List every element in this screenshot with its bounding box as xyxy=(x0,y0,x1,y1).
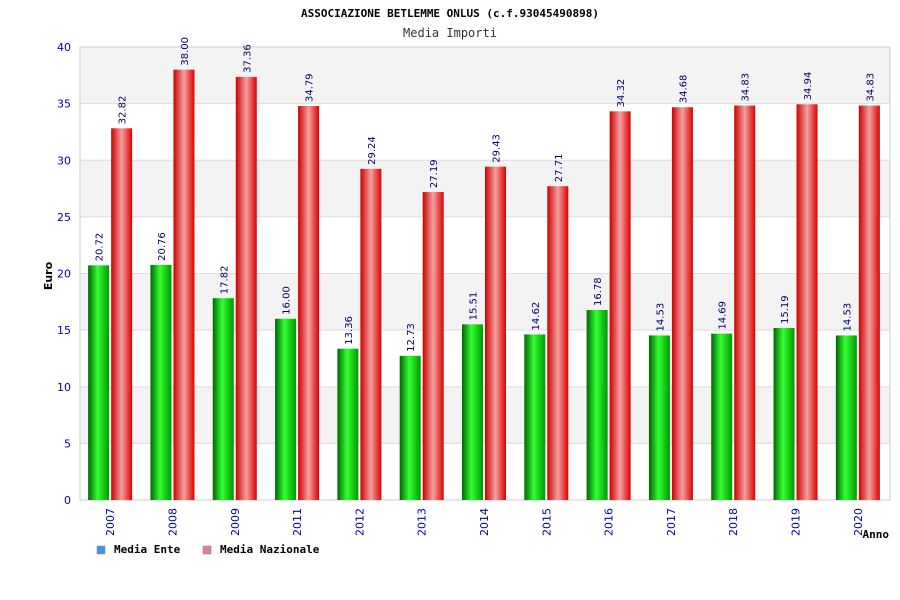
data-label: 14.53 xyxy=(655,303,666,332)
bar-media-ente xyxy=(835,335,857,500)
bar-media-nazionale xyxy=(235,76,257,500)
y-tick-label: 35 xyxy=(57,98,71,111)
data-label: 15.51 xyxy=(469,292,480,321)
data-label: 20.72 xyxy=(95,233,106,262)
data-label: 20.76 xyxy=(157,232,168,261)
data-label: 37.36 xyxy=(242,44,253,73)
data-label: 15.19 xyxy=(780,295,791,324)
y-tick-label: 15 xyxy=(57,324,71,337)
bar-media-ente xyxy=(586,309,608,500)
x-tick-label: 2012 xyxy=(353,508,366,536)
data-label: 17.82 xyxy=(219,266,230,295)
y-tick-label: 10 xyxy=(57,381,71,394)
x-tick-labels: 2007 2008 2009 2011 2012 2013 2014 2015 2016 2017… xyxy=(104,508,865,536)
data-label: 27.71 xyxy=(554,154,565,183)
legend-label: Media Nazionale xyxy=(220,543,320,556)
data-label: 16.00 xyxy=(282,286,293,315)
data-label: 34.32 xyxy=(616,79,627,108)
data-label: 34.68 xyxy=(678,75,689,104)
x-tick-label: 2015 xyxy=(540,508,553,536)
y-tick-label: 0 xyxy=(64,494,71,507)
y-tick-label: 5 xyxy=(64,437,71,450)
data-label: 34.79 xyxy=(305,73,316,102)
bar-media-ente xyxy=(399,355,421,500)
bar-media-nazionale xyxy=(796,104,818,500)
x-tick-label: 2019 xyxy=(790,508,803,536)
y-tick-label: 20 xyxy=(57,268,71,281)
bar-media-nazionale xyxy=(360,168,382,500)
x-tick-label: 2008 xyxy=(166,508,179,536)
bar-media-ente xyxy=(711,333,733,500)
bar-media-ente xyxy=(212,298,234,500)
data-label: 38.00 xyxy=(180,37,191,66)
bar-media-nazionale xyxy=(111,128,133,500)
y-tick-label: 30 xyxy=(57,154,71,167)
x-tick-label: 2018 xyxy=(727,508,740,536)
x-tick-label: 2011 xyxy=(291,508,304,536)
bar-media-ente xyxy=(773,327,795,500)
bar-media-nazionale xyxy=(173,69,195,501)
data-label: 12.73 xyxy=(406,323,417,352)
data-label: 14.53 xyxy=(842,303,853,332)
bar-media-ente xyxy=(524,334,546,500)
y-tick-labels: 0 5 10 15 20 25 30 35 40 xyxy=(57,41,71,507)
x-tick-label: 2014 xyxy=(478,508,491,536)
data-label: 34.94 xyxy=(803,72,814,101)
data-label: 34.83 xyxy=(741,73,752,102)
bar-media-nazionale xyxy=(547,186,569,500)
y-tick-label: 40 xyxy=(57,41,71,54)
bar-media-ente xyxy=(337,348,359,500)
bar-media-nazionale xyxy=(858,105,880,501)
legend: Media Ente Media Nazionale xyxy=(96,543,320,556)
bar-media-nazionale xyxy=(298,106,320,501)
legend-swatch xyxy=(96,545,106,555)
x-axis-label: Anno xyxy=(863,528,890,541)
bar-media-ente xyxy=(648,335,670,500)
data-label: 16.78 xyxy=(593,277,604,306)
bar-media-nazionale xyxy=(609,111,631,501)
data-label: 29.43 xyxy=(492,134,503,163)
x-tick-label: 2017 xyxy=(665,508,678,536)
x-tick-label: 2016 xyxy=(603,508,616,536)
bar-media-ente xyxy=(462,324,483,500)
data-label: 32.82 xyxy=(118,96,129,125)
legend-swatch xyxy=(202,545,212,555)
bar-media-nazionale xyxy=(485,166,506,500)
data-label: 13.36 xyxy=(344,316,355,345)
bar-media-ente xyxy=(275,318,297,500)
bar-media-ente xyxy=(88,265,110,500)
x-tick-label: 2007 xyxy=(104,508,117,536)
plot-band xyxy=(80,103,890,161)
bar-media-nazionale xyxy=(671,107,693,501)
y-tick-label: 25 xyxy=(57,211,71,224)
bars: 20.72 32.82 20.76 38.00 17.82 37.36 16.00 34.79… xyxy=(88,37,880,501)
legend-label: Media Ente xyxy=(114,543,181,556)
data-label: 29.24 xyxy=(367,136,378,165)
bar-media-ente xyxy=(150,264,172,500)
plot-band xyxy=(80,47,890,104)
chart-title: ASSOCIAZIONE BETLEMME ONLUS (c.f.9304549… xyxy=(301,7,599,20)
data-label: 14.69 xyxy=(718,301,729,330)
bar-media-nazionale xyxy=(734,105,756,501)
bar-media-nazionale xyxy=(422,192,444,501)
x-tick-label: 2020 xyxy=(852,508,865,536)
x-tick-label: 2009 xyxy=(229,508,242,536)
x-tick-label: 2013 xyxy=(416,508,429,536)
data-label: 27.19 xyxy=(429,159,440,188)
chart-subtitle: Media Importi xyxy=(403,26,497,40)
data-label: 34.83 xyxy=(865,73,876,102)
data-label: 14.62 xyxy=(531,302,542,331)
y-axis-label: Euro xyxy=(42,261,55,290)
